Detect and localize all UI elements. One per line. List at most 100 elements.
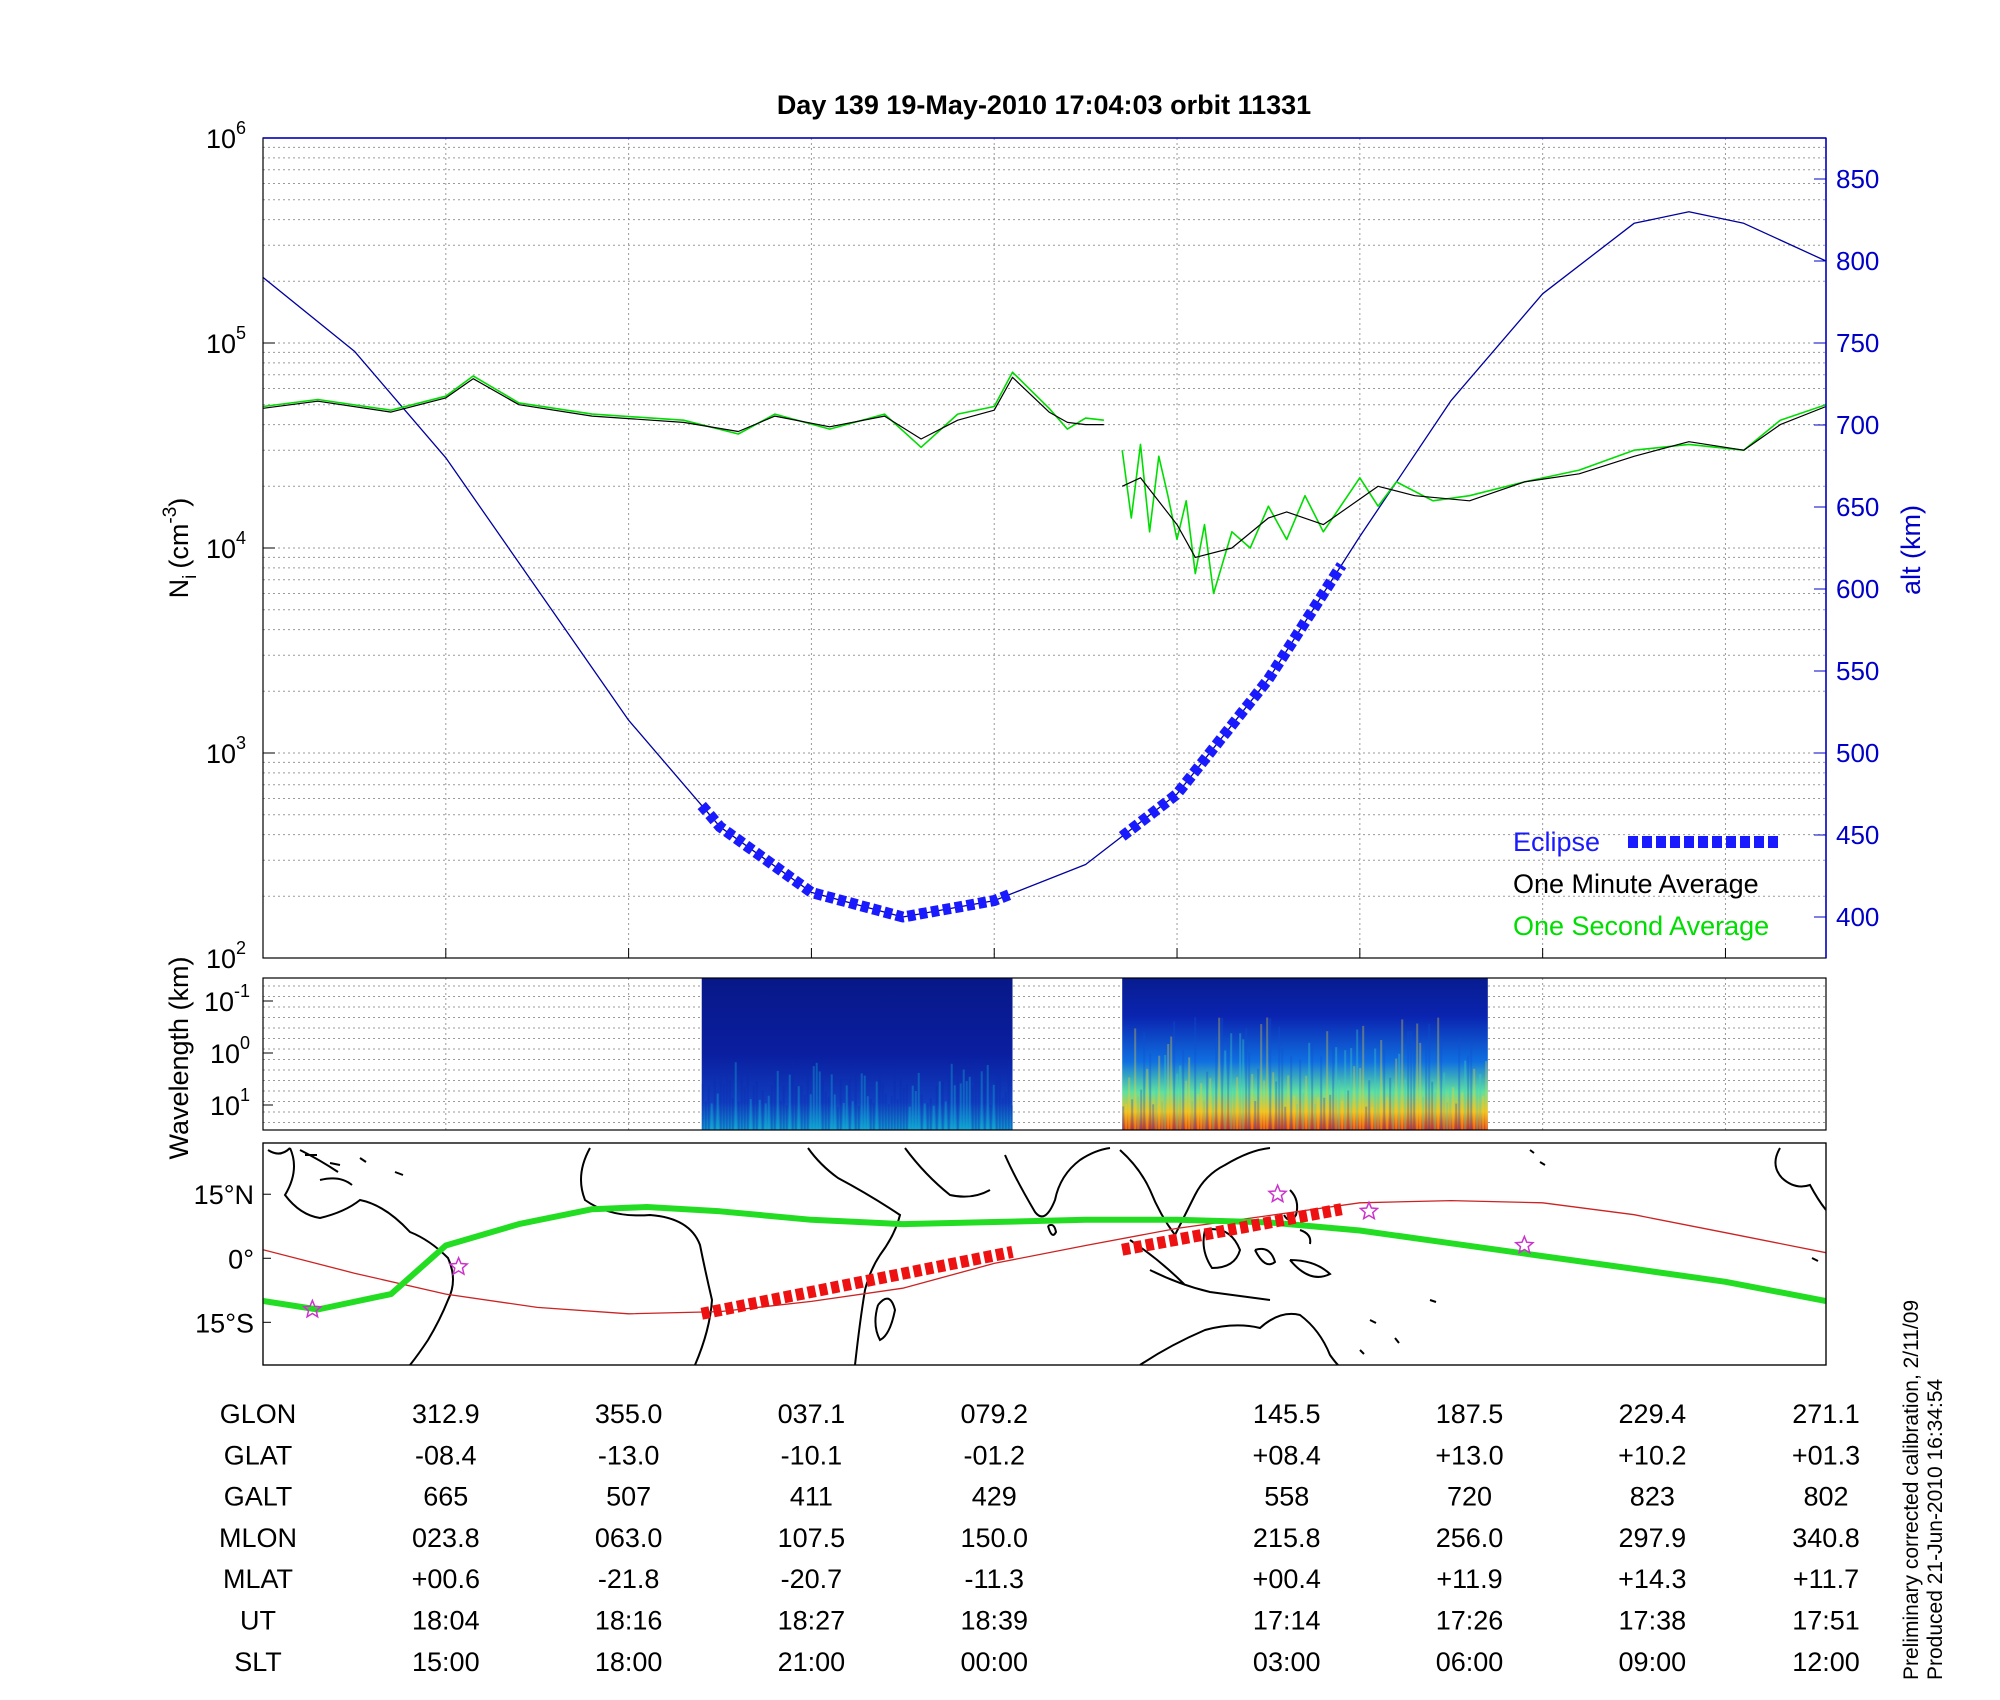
table-cell: +14.3 [1618,1564,1686,1594]
spectrogram-stripe [1341,1100,1344,1130]
spectrogram-stripe [1281,1047,1284,1130]
ground-track-line [263,1204,1826,1313]
spectrogram-stripe [782,1085,785,1130]
spectrogram-stripe [1164,1055,1167,1130]
coast-east-africa [807,1147,902,1365]
spectrogram-stripe [842,1102,845,1130]
spectrogram-stripe [965,1081,968,1130]
spectrogram-stripe [1335,1047,1338,1130]
spectrogram-stripe [1443,1072,1446,1130]
coast-central-america [267,1147,353,1186]
density-ylabel: Ni(cm-3) [160,498,201,599]
spectrogram-stripe [758,1099,761,1130]
spectrogram-stripe [1317,1097,1320,1130]
legend-second-label: One Second Average [1513,911,1769,941]
spectrogram-stripe [1010,1105,1013,1130]
alt-tick-label: 750 [1836,328,1879,358]
alt-tick-label: 600 [1836,574,1879,604]
spectrogram-stripe [1227,1037,1230,1130]
table-cell: 312.9 [412,1399,480,1429]
spectrogram-stripe [740,1061,743,1130]
spectrogram-stripe [1188,1057,1191,1130]
side-note: Preliminary corrected calibration, 2/11/… [1900,1294,1947,1680]
chart-title: Day 139 19-May-2010 17:04:03 orbit 11331 [777,90,1311,120]
spectrogram-stripe [977,1075,980,1130]
coast-madagascar [874,1297,897,1342]
spectrogram-stripe [1359,1068,1362,1130]
table-cell: -20.7 [781,1564,843,1594]
spectrogram-stripe [1368,1080,1371,1130]
spectrogram-blocks [701,978,1488,1130]
table-cell: 18:04 [412,1606,480,1636]
spectrogram-stripe [851,1101,854,1130]
table-row-label: GLON [220,1399,297,1429]
table-cell: +10.2 [1618,1440,1686,1470]
coast-north-america [1774,1147,1826,1211]
spectrogram-stripe [1176,1073,1179,1130]
table-cell: -13.0 [598,1440,660,1470]
table-cell: 297.9 [1619,1523,1687,1553]
spectrogram-stripe [1260,1024,1263,1130]
spectrogram-stripe [818,1071,821,1130]
spectrogram-stripe [911,1085,914,1130]
spectrogram-stripe [926,1103,929,1130]
spectrogram-stripe [713,1078,716,1130]
spectrogram-axis: 10-1 100 101 [204,981,273,1121]
spectrogram-stripe [1467,1055,1470,1130]
spectrogram-stripe [1386,1097,1389,1130]
spectrogram-stripe [887,1104,890,1130]
spectrogram-stripe [725,1075,728,1130]
spectrogram-stripe [1272,1072,1275,1130]
spectrogram-stripe [1377,1083,1380,1130]
spectrogram-stripe [1308,1042,1311,1130]
spectrogram-stripe [905,1084,908,1130]
table-cell: 187.5 [1436,1399,1504,1429]
spectrogram-stripe [1263,1080,1266,1130]
table-row-label: MLAT [223,1564,293,1594]
spec-tick-label: 101 [210,1085,250,1121]
table-cell: 079.2 [960,1399,1028,1429]
spectrogram-stripe [1323,1097,1326,1130]
spectrogram-stripe [839,1079,842,1130]
spectrogram-stripe [848,1079,851,1130]
spectrogram-stripe [1383,1048,1386,1130]
table-cell: 507 [606,1482,651,1512]
spectrogram-stripe [1437,1017,1440,1130]
spectrogram-stripe [776,1070,779,1130]
alt-tick-label: 650 [1836,492,1879,522]
coast-galapagos [1811,1257,1819,1262]
spectrogram-stripe [1149,1053,1152,1130]
spectrogram-stripe [914,1091,917,1130]
spectrogram-stripe [1275,1081,1278,1130]
spectrogram-stripe [869,1099,872,1130]
spectrogram-stripe [992,1084,995,1130]
y-tick-label: 106 [206,118,246,154]
spectrogram-stripe [797,1086,800,1130]
spectrogram-stripe [1134,1028,1137,1130]
spectrogram-stripe [791,1061,794,1130]
table-cell: 665 [423,1482,468,1512]
table-cell: 107.5 [778,1523,846,1553]
spectrogram-stripe [1476,1084,1479,1130]
table-cell: 12:00 [1792,1647,1860,1677]
spectrogram-stripe [1197,1093,1200,1130]
spectrogram-stripe [788,1074,791,1130]
coast-africa [580,1147,714,1365]
density-series [263,211,1826,923]
table-row-label: MLON [219,1523,297,1553]
spectrogram-stripe [830,1074,833,1130]
table-cell: 215.8 [1253,1523,1321,1553]
spectrogram-stripe [1191,1100,1194,1130]
spectrogram-stripe [1320,1056,1323,1130]
spectrogram-stripe [806,1071,809,1130]
spectrogram-stripe [734,1062,737,1130]
spectrogram-stripe [962,1069,965,1130]
spectrogram-stripe [860,1073,863,1130]
spectrogram-stripe [1287,1075,1290,1130]
one-minute-average-line [263,376,1104,440]
spectrogram-stripe [1194,1016,1197,1130]
spectrogram-stripe [1257,1068,1260,1130]
spectrogram-stripe [1128,1077,1131,1130]
spectrogram-stripe [764,1103,767,1130]
star-marker [448,1255,470,1276]
